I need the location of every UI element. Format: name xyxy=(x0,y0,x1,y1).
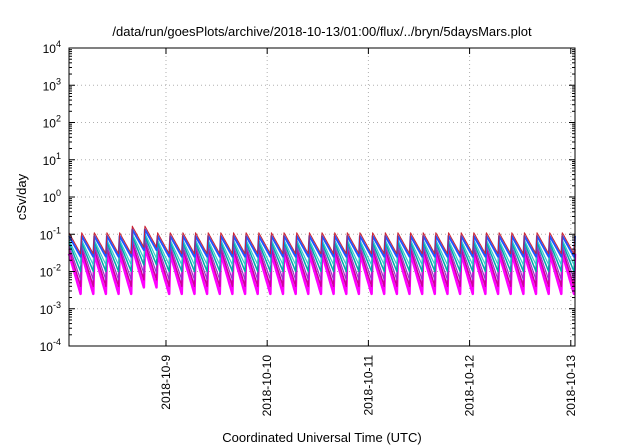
y-tick-label: 102 xyxy=(43,114,61,131)
y-tick-label: 10-1 xyxy=(40,225,61,242)
y-axis-label: cSv/day xyxy=(14,173,29,220)
x-axis-label: Coordinated Universal Time (UTC) xyxy=(222,430,421,445)
grid-lines xyxy=(69,48,575,346)
series-line-7 xyxy=(68,225,576,255)
y-tick-label: 10-2 xyxy=(40,263,61,280)
y-tick-label: 104 xyxy=(43,39,61,56)
chart-title: /data/run/goesPlots/archive/2018-10-13/0… xyxy=(112,24,532,39)
x-tick-label: 2018-10-9 xyxy=(159,355,173,410)
series-lines xyxy=(67,225,577,296)
x-axis: 2018-10-9 2018-10-10 2018-10-11 2018-10-12 2… xyxy=(159,48,578,416)
x-tick-label: 2018-10-10 xyxy=(260,355,274,417)
y-tick-label: 101 xyxy=(43,151,61,168)
y-tick-label: 10-4 xyxy=(40,337,61,354)
y-tick-label: 103 xyxy=(43,76,61,93)
x-tick-label: 2018-10-13 xyxy=(564,355,578,417)
x-tick-label: 2018-10-12 xyxy=(463,355,477,417)
y-axis: 10-4 10-3 10-2 10-1 100 101 102 103 104 xyxy=(40,39,575,354)
y-tick-label: 100 xyxy=(43,188,61,205)
y-tick-label: 10-3 xyxy=(40,300,61,317)
x-tick-label: 2018-10-11 xyxy=(361,355,375,416)
